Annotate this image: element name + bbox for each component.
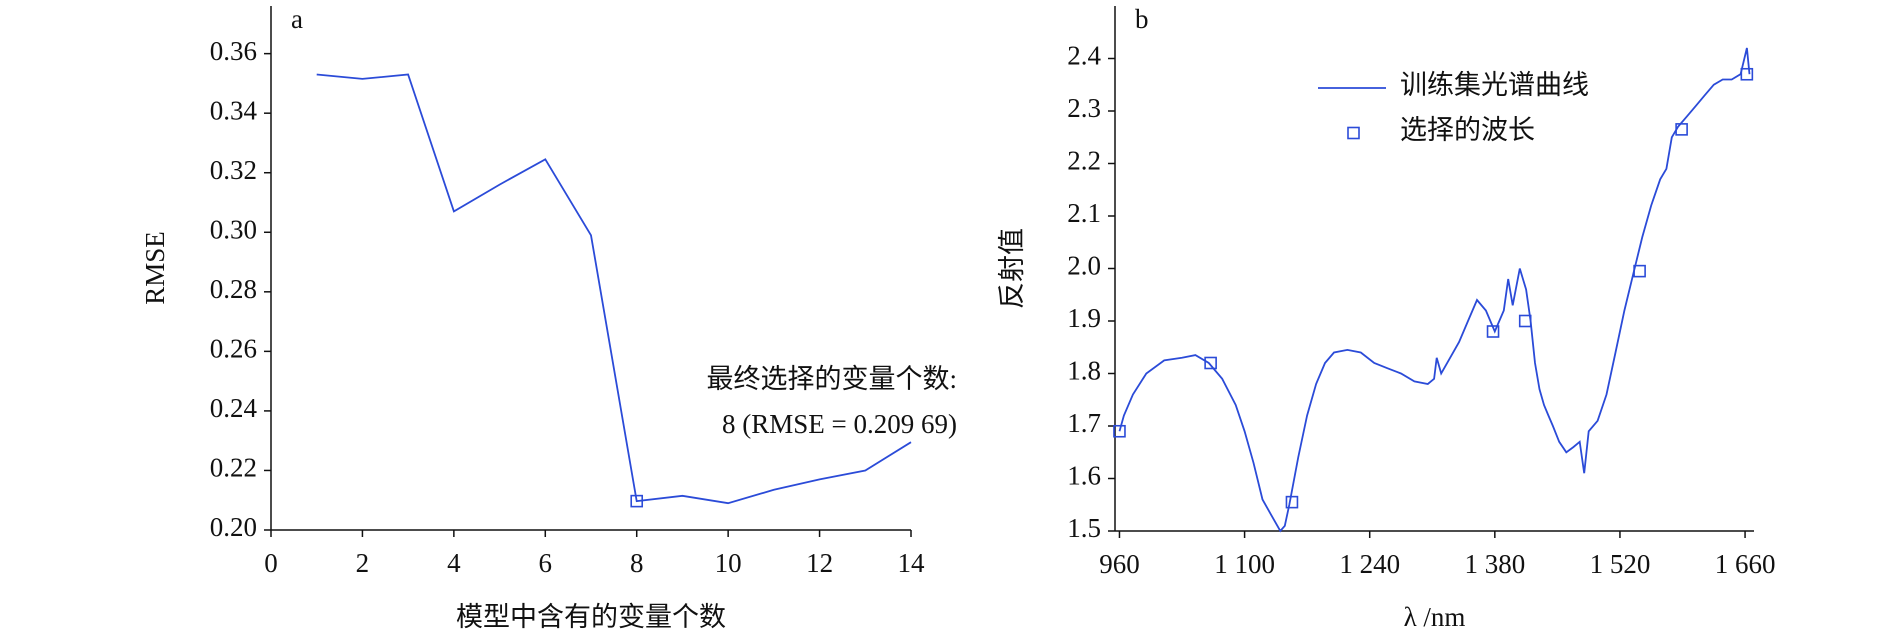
- x-tick-label: 1 520: [1590, 549, 1651, 579]
- marker: [630, 494, 644, 508]
- y-tick-label: 0.34: [210, 95, 258, 125]
- marker: [1486, 325, 1500, 338]
- line-series: [316, 73, 912, 505]
- x-axis-label: λ /nm: [1404, 602, 1466, 632]
- y-tick-label: 2.3: [1067, 93, 1101, 123]
- y-tick-label: 2.0: [1067, 251, 1101, 281]
- x-tick-label: 1 380: [1464, 549, 1525, 579]
- y-tick-label: 1.7: [1067, 408, 1101, 438]
- x-tick-label: 12: [806, 548, 833, 578]
- marker: [1518, 314, 1532, 328]
- annotation: 8 (RMSE = 0.209 69): [722, 409, 957, 439]
- x-tick-label: 1 660: [1715, 549, 1776, 579]
- y-tick-label: 1.8: [1067, 356, 1101, 386]
- marker: [1204, 356, 1217, 370]
- y-tick-label: 0.20: [210, 512, 257, 542]
- legend-label: 选择的波长: [1400, 115, 1535, 145]
- x-tick-label: 14: [898, 548, 926, 578]
- panel-label: b: [1135, 4, 1149, 34]
- x-tick-label: 960: [1099, 549, 1140, 579]
- panel-label: a: [291, 4, 303, 34]
- y-axis-label: RMSE: [140, 231, 170, 305]
- marker: [1675, 123, 1688, 136]
- marker: [1633, 264, 1646, 278]
- y-tick-label: 0.26: [210, 334, 257, 364]
- x-tick-label: 6: [539, 548, 553, 578]
- x-axis-label: 模型中含有的变量个数: [456, 602, 726, 632]
- line-series: [1118, 47, 1751, 533]
- x-tick-label: 2: [356, 548, 370, 578]
- legend-marker: [1347, 126, 1360, 140]
- x-tick-label: 8: [630, 548, 644, 578]
- marker: [1113, 424, 1126, 438]
- y-tick-label: 0.36: [210, 36, 257, 66]
- y-tick-label: 2.1: [1067, 198, 1101, 228]
- x-tick-label: 1 240: [1339, 549, 1400, 579]
- y-tick-label: 0.22: [210, 453, 257, 483]
- x-tick-label: 0: [264, 548, 278, 578]
- x-tick-label: 1 100: [1214, 549, 1275, 579]
- x-tick-label: 4: [447, 548, 461, 578]
- y-tick-label: 0.28: [210, 274, 257, 304]
- legend-label: 训练集光谱曲线: [1400, 70, 1589, 100]
- y-tick-label: 1.9: [1067, 303, 1101, 333]
- y-tick-label: 2.4: [1067, 41, 1101, 71]
- marker: [1740, 67, 1754, 81]
- y-tick-label: 0.30: [210, 214, 257, 244]
- y-tick-label: 1.5: [1067, 513, 1101, 543]
- y-tick-label: 1.6: [1067, 461, 1101, 491]
- y-tick-label: 0.24: [210, 393, 258, 423]
- annotation: 最终选择的变量个数:: [706, 364, 957, 394]
- y-tick-label: 0.32: [210, 155, 257, 185]
- marker: [1285, 495, 1299, 509]
- y-axis-label: 反射值: [997, 228, 1027, 309]
- x-tick-label: 10: [715, 548, 742, 578]
- y-tick-label: 2.2: [1067, 146, 1101, 176]
